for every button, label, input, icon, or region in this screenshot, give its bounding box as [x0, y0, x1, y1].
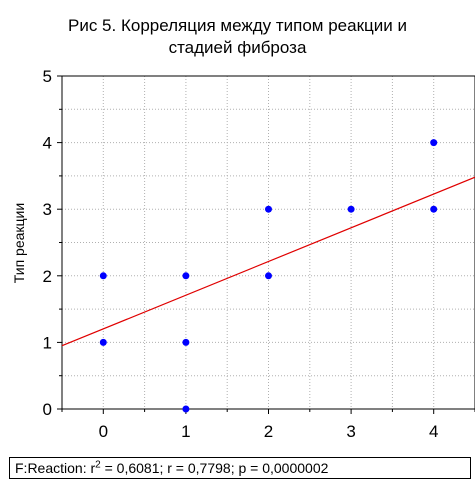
data-point: [182, 338, 190, 346]
y-tick-label: 2: [43, 267, 52, 286]
data-point: [347, 205, 355, 213]
regression-stats-box: F:Reaction: r2 = 0,6081; r = 0,7798; p =…: [9, 457, 471, 479]
y-tick-label: 1: [43, 333, 52, 352]
x-tick-label: 1: [181, 422, 190, 441]
data-point: [265, 205, 272, 213]
stats-prefix: F:Reaction: r: [15, 460, 96, 476]
y-tick-label: 0: [43, 400, 52, 419]
y-tick-label: 4: [43, 134, 52, 153]
data-point: [99, 338, 107, 346]
stats-exponent: 2: [95, 459, 101, 471]
fit-line-layer: [61, 176, 475, 347]
chart-title-line-1: Рис 5. Корреляция между типом реакции и: [68, 16, 407, 35]
axis-ticks: 0 1 2 3 4 0 1 2 3 4 5: [43, 67, 475, 441]
data-point: [182, 272, 190, 280]
x-tick-label: 4: [429, 422, 438, 441]
data-point: [265, 272, 272, 280]
x-tick-label: 0: [99, 422, 108, 441]
data-point: [99, 272, 107, 280]
y-tick-label: 3: [43, 200, 52, 219]
grid-lines: [61, 75, 475, 410]
data-points: [99, 139, 438, 413]
y-tick-label: 5: [43, 67, 52, 86]
stats-rest: = 0,6081; r = 0,7798; p = 0,0000002: [100, 460, 329, 476]
data-point: [430, 139, 438, 147]
x-tick-label: 2: [264, 422, 273, 441]
chart-title-line-2: стадией фиброза: [168, 38, 307, 57]
data-point: [182, 405, 190, 413]
data-point: [430, 205, 438, 213]
x-tick-label: 3: [346, 422, 355, 441]
y-axis-label: Тип реакции: [11, 203, 27, 283]
regression-line: [61, 176, 475, 347]
